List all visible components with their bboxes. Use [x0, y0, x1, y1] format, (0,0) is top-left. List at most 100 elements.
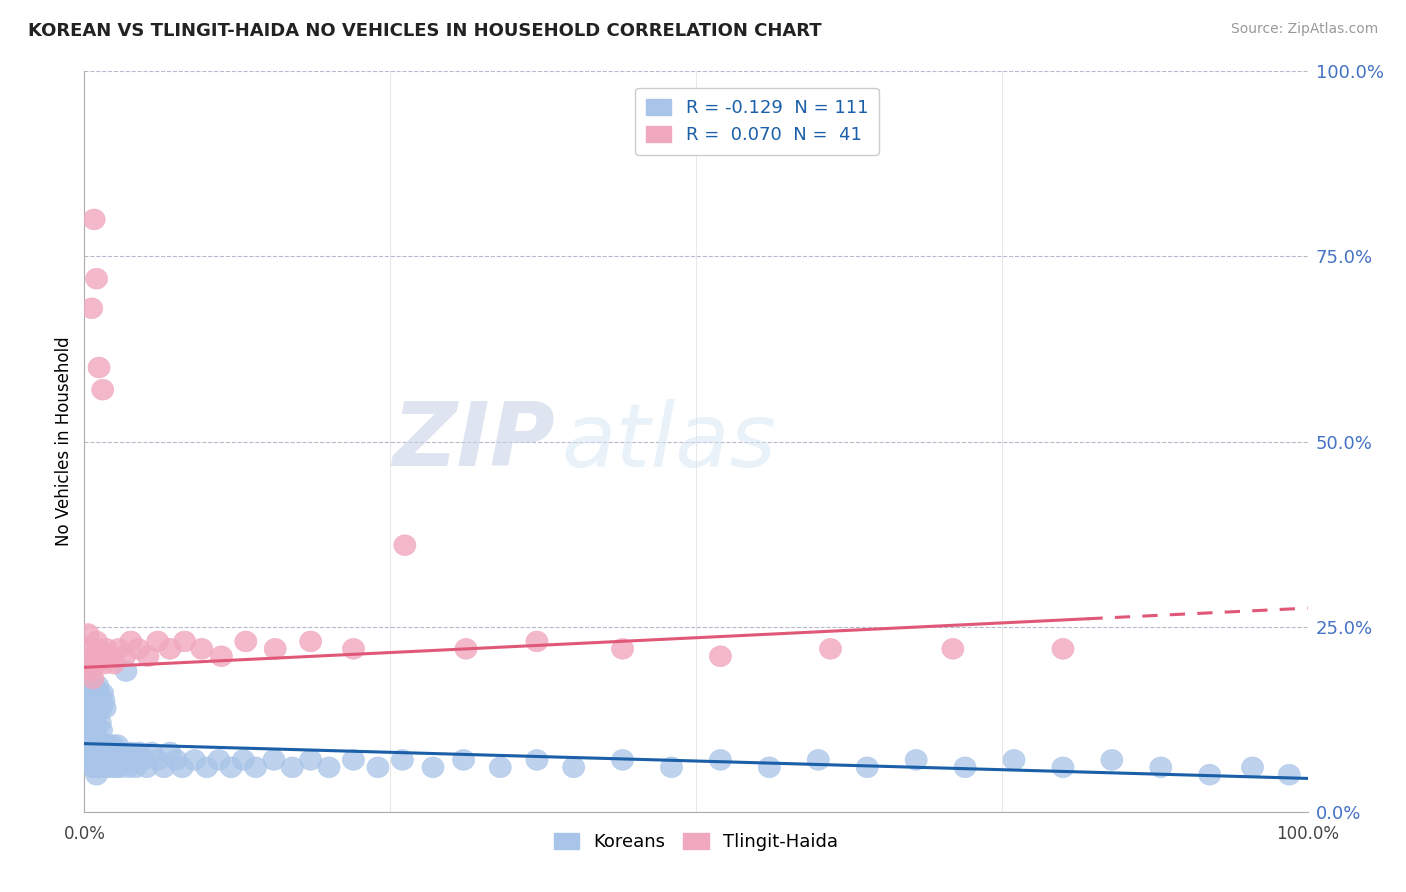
- Ellipse shape: [453, 749, 475, 771]
- Ellipse shape: [122, 749, 145, 771]
- Ellipse shape: [942, 639, 965, 659]
- Ellipse shape: [422, 757, 444, 778]
- Ellipse shape: [90, 646, 112, 666]
- Ellipse shape: [83, 675, 105, 697]
- Ellipse shape: [98, 646, 121, 666]
- Ellipse shape: [84, 683, 107, 704]
- Ellipse shape: [108, 639, 129, 659]
- Ellipse shape: [89, 357, 110, 378]
- Ellipse shape: [120, 742, 142, 763]
- Ellipse shape: [91, 683, 114, 704]
- Text: KOREAN VS TLINGIT-HAIDA NO VEHICLES IN HOUSEHOLD CORRELATION CHART: KOREAN VS TLINGIT-HAIDA NO VEHICLES IN H…: [28, 22, 821, 40]
- Ellipse shape: [80, 727, 103, 748]
- Ellipse shape: [612, 749, 634, 771]
- Ellipse shape: [820, 639, 842, 659]
- Ellipse shape: [195, 757, 218, 778]
- Ellipse shape: [77, 668, 98, 689]
- Ellipse shape: [114, 646, 136, 666]
- Ellipse shape: [562, 757, 585, 778]
- Ellipse shape: [87, 749, 108, 771]
- Ellipse shape: [526, 631, 548, 652]
- Ellipse shape: [165, 749, 187, 771]
- Ellipse shape: [489, 757, 512, 778]
- Ellipse shape: [87, 727, 108, 748]
- Ellipse shape: [84, 713, 107, 733]
- Ellipse shape: [91, 735, 114, 756]
- Ellipse shape: [80, 742, 101, 763]
- Ellipse shape: [132, 749, 155, 771]
- Ellipse shape: [1278, 764, 1301, 785]
- Ellipse shape: [117, 757, 139, 778]
- Ellipse shape: [856, 757, 879, 778]
- Ellipse shape: [1199, 764, 1220, 785]
- Ellipse shape: [120, 631, 142, 652]
- Ellipse shape: [1052, 757, 1074, 778]
- Text: ZIP: ZIP: [392, 398, 555, 485]
- Ellipse shape: [905, 749, 927, 771]
- Ellipse shape: [97, 735, 118, 756]
- Ellipse shape: [456, 639, 477, 659]
- Ellipse shape: [153, 757, 174, 778]
- Ellipse shape: [80, 298, 103, 318]
- Ellipse shape: [146, 749, 169, 771]
- Ellipse shape: [661, 757, 682, 778]
- Ellipse shape: [208, 749, 231, 771]
- Ellipse shape: [105, 757, 127, 778]
- Ellipse shape: [98, 749, 120, 771]
- Ellipse shape: [83, 720, 105, 740]
- Ellipse shape: [115, 661, 136, 681]
- Ellipse shape: [612, 639, 634, 659]
- Ellipse shape: [183, 749, 205, 771]
- Ellipse shape: [82, 705, 104, 726]
- Ellipse shape: [86, 690, 108, 711]
- Ellipse shape: [264, 639, 287, 659]
- Ellipse shape: [79, 639, 100, 659]
- Ellipse shape: [86, 764, 108, 785]
- Ellipse shape: [112, 749, 135, 771]
- Ellipse shape: [91, 379, 114, 401]
- Ellipse shape: [87, 698, 108, 718]
- Ellipse shape: [758, 757, 780, 778]
- Ellipse shape: [281, 757, 304, 778]
- Text: atlas: atlas: [561, 399, 776, 484]
- Ellipse shape: [343, 639, 364, 659]
- Ellipse shape: [77, 698, 98, 718]
- Ellipse shape: [110, 742, 132, 763]
- Ellipse shape: [83, 749, 105, 771]
- Ellipse shape: [103, 653, 125, 674]
- Ellipse shape: [89, 690, 111, 711]
- Ellipse shape: [96, 757, 117, 778]
- Ellipse shape: [76, 735, 98, 756]
- Ellipse shape: [77, 713, 98, 733]
- Ellipse shape: [318, 757, 340, 778]
- Ellipse shape: [83, 683, 105, 704]
- Ellipse shape: [211, 646, 232, 666]
- Ellipse shape: [1052, 639, 1074, 659]
- Ellipse shape: [955, 757, 976, 778]
- Ellipse shape: [93, 690, 115, 711]
- Ellipse shape: [80, 675, 101, 697]
- Ellipse shape: [84, 742, 107, 763]
- Ellipse shape: [128, 742, 150, 763]
- Ellipse shape: [82, 698, 104, 718]
- Text: Source: ZipAtlas.com: Source: ZipAtlas.com: [1230, 22, 1378, 37]
- Ellipse shape: [174, 631, 195, 652]
- Ellipse shape: [107, 735, 128, 756]
- Ellipse shape: [125, 757, 146, 778]
- Ellipse shape: [108, 749, 129, 771]
- Ellipse shape: [172, 757, 193, 778]
- Ellipse shape: [80, 749, 103, 771]
- Ellipse shape: [80, 653, 101, 674]
- Ellipse shape: [77, 624, 98, 644]
- Ellipse shape: [80, 661, 103, 681]
- Ellipse shape: [79, 683, 100, 704]
- Ellipse shape: [263, 749, 285, 771]
- Ellipse shape: [96, 639, 117, 659]
- Ellipse shape: [101, 735, 124, 756]
- Ellipse shape: [100, 757, 122, 778]
- Ellipse shape: [127, 639, 149, 659]
- Ellipse shape: [86, 631, 108, 652]
- Ellipse shape: [89, 735, 110, 756]
- Ellipse shape: [89, 713, 111, 733]
- Ellipse shape: [86, 268, 108, 289]
